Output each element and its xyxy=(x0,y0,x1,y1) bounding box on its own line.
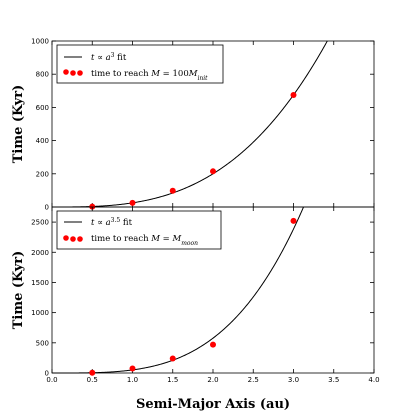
bottom-legend-fit-label: t ∝ a3.5 fit xyxy=(91,217,133,229)
y-tick-label: 400 xyxy=(36,137,49,145)
x-tick-label: 0.0 xyxy=(46,376,57,384)
data-point xyxy=(290,91,297,98)
top-legend-marker xyxy=(70,70,76,76)
top-legend-marker xyxy=(77,70,83,76)
bottom-legend-box xyxy=(56,210,222,250)
top-data-points xyxy=(89,91,297,210)
y-tick-label: 0 xyxy=(45,370,49,378)
top-fit-curve xyxy=(52,40,328,208)
data-point xyxy=(290,217,297,224)
bottom-data-points xyxy=(89,217,297,376)
bottom-x-ticks: 0.0 0.5 1.0 1.5 2.0 2.5 3.0 3.5 4.0 xyxy=(46,207,380,384)
top-y-ticks: 0 200 400 600 800 1000 xyxy=(31,38,374,212)
data-point xyxy=(129,365,136,372)
bottom-legend-marker xyxy=(70,236,76,242)
bottom-legend-points-label: time to reach M = Mmoon xyxy=(91,234,198,247)
top-y-axis-label: Time (Kyr) xyxy=(11,85,26,164)
data-point xyxy=(210,168,216,175)
x-tick-label: 3.0 xyxy=(288,376,299,384)
x-axis-label: Semi-Major Axis (au) xyxy=(136,397,290,412)
bottom-legend: t ∝ a3.5 fit time to reach M = Mmoon xyxy=(56,210,222,250)
y-tick-label: 2500 xyxy=(31,219,49,227)
data-point xyxy=(169,355,176,362)
y-tick-label: 2000 xyxy=(31,249,49,257)
y-tick-label: 1500 xyxy=(31,279,49,287)
y-tick-label: 800 xyxy=(36,71,49,79)
bottom-y-axis-label: Time (Kyr) xyxy=(11,251,26,330)
x-tick-label: 2.5 xyxy=(248,376,259,384)
x-tick-label: 2.0 xyxy=(207,376,218,384)
x-tick-label: 4.0 xyxy=(368,376,379,384)
y-tick-label: 1000 xyxy=(31,38,49,46)
data-point xyxy=(210,341,216,348)
data-point xyxy=(129,199,136,206)
top-legend-fit-label: t ∝ a3 fit xyxy=(91,52,127,64)
y-tick-label: 200 xyxy=(36,170,49,178)
data-point xyxy=(89,369,96,376)
top-legend-points-label: time to reach M = 100Minit xyxy=(91,69,208,82)
bottom-legend-marker xyxy=(63,235,69,241)
y-tick-label: 1000 xyxy=(31,309,49,317)
y-tick-label: 600 xyxy=(36,104,49,112)
y-tick-label: 500 xyxy=(36,339,49,347)
top-legend-marker xyxy=(63,69,69,75)
bottom-panel: 0 500 1000 1500 2000 2500 0.0 0.5 1.0 1.5 2.0 2.5 3… xyxy=(11,206,380,384)
top-legend: t ∝ a3 fit time to reach M = 100Minit xyxy=(56,44,224,84)
bottom-legend-marker xyxy=(77,236,83,242)
x-tick-label: 0.5 xyxy=(87,376,98,384)
x-tick-label: 3.5 xyxy=(328,376,339,384)
top-panel: 0 200 400 600 800 1000 Time (Kyr) t ∝ a3 fit … xyxy=(11,38,375,212)
x-tick-label: 1.5 xyxy=(167,376,178,384)
top-legend-box xyxy=(56,44,224,84)
y-tick-label: 0 xyxy=(45,204,49,212)
data-point xyxy=(169,187,176,194)
x-tick-label: 1.0 xyxy=(127,376,138,384)
